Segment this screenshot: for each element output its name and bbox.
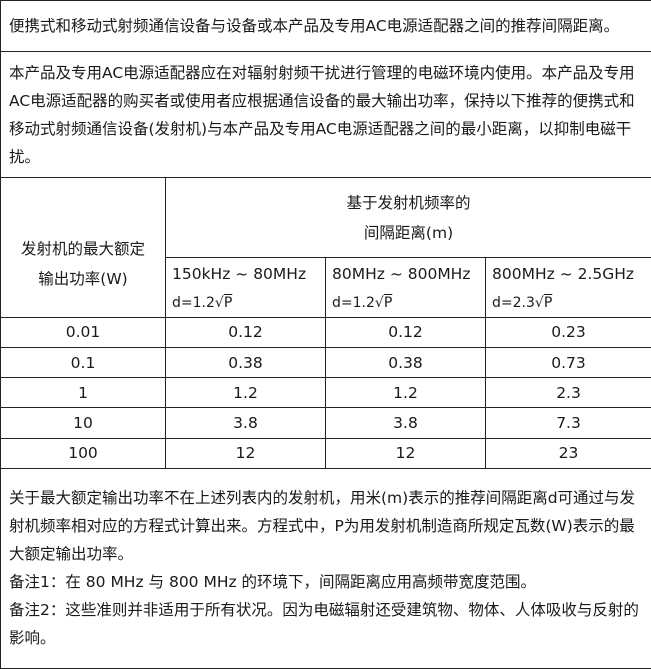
title-cell: 便携式和移动式射频通信设备与设备或本产品及专用AC电源适配器之间的推荐间隔距离。 <box>0 0 651 53</box>
formula-prefix: d=1.2 <box>332 295 375 312</box>
range-header-3: 800MHz ~ 2.5GHz <box>484 257 651 290</box>
formula-1: d=1.2√P <box>165 289 326 318</box>
distance-value: 7.3 <box>484 407 651 439</box>
sqrt-symbol: √ <box>534 295 544 312</box>
power-value: 1 <box>0 377 166 409</box>
notes-main: 关于最大额定输出功率不在上述列表内的发射机，用米(m)表示的推荐间隔距离d可通过… <box>9 489 636 564</box>
power-value: 0.1 <box>0 346 166 379</box>
table-row: 0.01 0.12 0.12 0.23 <box>0 316 651 349</box>
note-1: 备注1：在 80 MHz 与 800 MHz 的环境下，间隔距离应用高频带宽度范… <box>9 573 537 592</box>
document-title: 便携式和移动式射频通信设备与设备或本产品及专用AC电源适配器之间的推荐间隔距离。 <box>9 16 620 35</box>
formula-3: d=2.3√P <box>484 289 651 318</box>
power-value: 10 <box>0 407 166 439</box>
distance-value: 12 <box>325 437 486 469</box>
formula-2: d=1.2√P <box>325 289 486 318</box>
range-header-2: 80MHz ~ 800MHz <box>325 257 486 290</box>
power-value: 100 <box>0 437 166 469</box>
description-row: 本产品及专用AC电源适配器应在对辐射射频干扰进行管理的电磁环境内使用。本产品及专… <box>0 51 651 179</box>
note-2: 备注2：这些准则并非适用于所有状况。因为电磁辐射还受建筑物、物体、人体吸收与反射… <box>9 601 639 648</box>
description-text: 本产品及专用AC电源适配器应在对辐射射频干扰进行管理的电磁环境内使用。本产品及专… <box>9 63 635 166</box>
title-row: 便携式和移动式射频通信设备与设备或本产品及专用AC电源适配器之间的推荐间隔距离。 <box>0 0 651 53</box>
distance-value: 1.2 <box>165 377 326 409</box>
sqrt-symbol: √ <box>214 295 224 312</box>
distance-value: 3.8 <box>165 407 326 439</box>
table-row: 0.1 0.38 0.38 0.73 <box>0 346 651 379</box>
formula-root: P <box>543 295 553 312</box>
group-header-line1: 基于发射机频率的 <box>346 193 471 212</box>
formula-root: P <box>383 295 393 312</box>
table-row: 1 1.2 1.2 2.3 <box>0 377 651 409</box>
header-row-group: 发射机的最大额定 输出功率(W) 基于发射机频率的 间隔距离(m) <box>0 177 651 318</box>
distance-value: 1.2 <box>325 377 486 409</box>
table-row: 10 3.8 3.8 7.3 <box>0 407 651 439</box>
distance-value: 0.12 <box>325 316 486 349</box>
distance-value: 3.8 <box>325 407 486 439</box>
range-row: 150kHz ~ 80MHz 80MHz ~ 800MHz 800MHz ~ 2… <box>1 257 651 290</box>
formula-root: P <box>223 295 233 312</box>
distance-value: 0.73 <box>484 346 651 379</box>
table-row: 100 12 12 23 <box>0 437 651 469</box>
sqrt-symbol: √ <box>374 295 384 312</box>
distance-value: 0.12 <box>165 316 326 349</box>
power-header: 发射机的最大额定 输出功率(W) <box>0 177 166 318</box>
range-header-1: 150kHz ~ 80MHz <box>165 257 326 290</box>
power-value: 0.01 <box>0 316 166 349</box>
notes-row: 关于最大额定输出功率不在上述列表内的发射机，用米(m)表示的推荐间隔距离d可通过… <box>0 467 651 669</box>
notes-cell: 关于最大额定输出功率不在上述列表内的发射机，用米(m)表示的推荐间隔距离d可通过… <box>0 467 651 669</box>
distance-value: 12 <box>165 437 326 469</box>
formula-prefix: d=2.3 <box>492 295 535 312</box>
group-header-line2: 间隔距离(m) <box>363 223 454 242</box>
distance-value: 0.38 <box>325 346 486 379</box>
distance-value: 2.3 <box>484 377 651 409</box>
description-cell: 本产品及专用AC电源适配器应在对辐射射频干扰进行管理的电磁环境内使用。本产品及专… <box>0 51 651 179</box>
distance-group-header: 基于发射机频率的 间隔距离(m) <box>164 177 651 259</box>
power-header-line1: 发射机的最大额定 <box>20 240 145 259</box>
distance-value: 23 <box>484 437 651 469</box>
formula-prefix: d=1.2 <box>172 295 215 312</box>
distance-value: 0.38 <box>165 346 326 379</box>
power-header-line2: 输出功率(W) <box>38 270 128 289</box>
distance-value: 0.23 <box>484 316 651 349</box>
